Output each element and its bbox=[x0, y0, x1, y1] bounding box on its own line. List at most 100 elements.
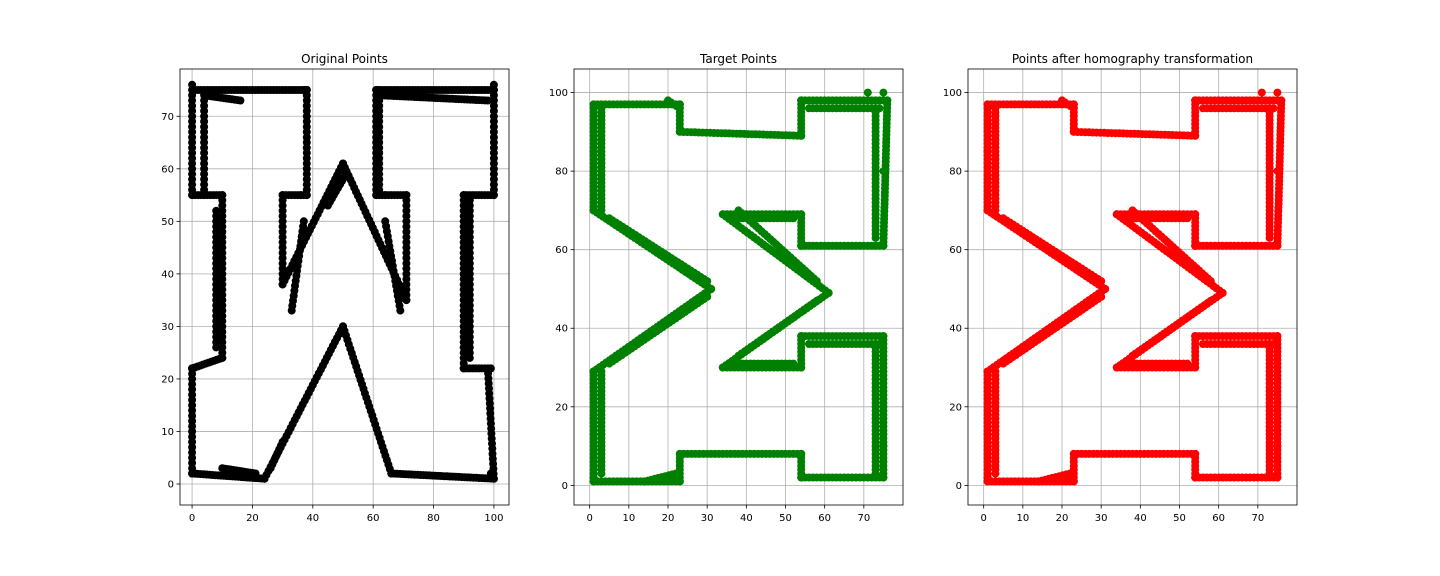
scatter-point bbox=[589, 147, 598, 156]
y-tick-label: 60 bbox=[949, 245, 962, 256]
scatter-point bbox=[863, 88, 872, 97]
scatter-point bbox=[1191, 96, 1200, 105]
scatter-point bbox=[879, 167, 888, 176]
scatter-point bbox=[875, 340, 884, 348]
scatter-point bbox=[589, 367, 598, 376]
scatter-point bbox=[212, 343, 221, 352]
y-tick-label: 10 bbox=[161, 427, 174, 438]
y-tick-label: 80 bbox=[555, 167, 568, 178]
x-tick-label: 20 bbox=[246, 513, 259, 524]
scatter-point bbox=[983, 147, 992, 156]
y-tick-label: 40 bbox=[161, 269, 174, 280]
scatter-point bbox=[1183, 359, 1192, 368]
scatter-point bbox=[789, 214, 798, 223]
x-tick-label: 0 bbox=[980, 513, 986, 524]
scatter-point bbox=[1069, 100, 1078, 109]
scatter-point bbox=[200, 191, 209, 200]
y-tick-label: 40 bbox=[949, 324, 962, 335]
y-tick-label: 70 bbox=[161, 112, 174, 123]
scatter-point bbox=[871, 233, 880, 242]
y-tick-label: 20 bbox=[949, 402, 962, 413]
original-scatter-points bbox=[188, 80, 498, 483]
scatter-point bbox=[188, 364, 197, 373]
y-tick-label: 0 bbox=[168, 479, 174, 490]
scatter-point bbox=[1206, 296, 1215, 305]
scatter-point bbox=[991, 206, 1000, 215]
y-tick-label: 50 bbox=[161, 217, 174, 228]
scatter-point bbox=[1269, 104, 1278, 113]
x-tick-label: 60 bbox=[1212, 513, 1225, 524]
y-tick-label: 20 bbox=[161, 374, 174, 385]
x-tick-label: 50 bbox=[779, 513, 792, 524]
scatter-point bbox=[381, 191, 390, 200]
panel-target-points: 0 10 20 30 40 50 60 70 0 20 40 60 80 100 Target Points bbox=[549, 52, 904, 524]
panel-transformed-points: 0 10 20 30 40 50 60 70 0 20 40 60 80 100 Points after … bbox=[943, 52, 1298, 524]
x-tick-label: 40 bbox=[740, 513, 753, 524]
target-axes-frame bbox=[573, 68, 904, 506]
scatter-point bbox=[342, 170, 350, 179]
y-tick-label: 100 bbox=[549, 88, 568, 99]
y-tick-label: 20 bbox=[555, 402, 568, 413]
scatter-point bbox=[879, 88, 888, 97]
y-tick-label: 0 bbox=[562, 481, 568, 492]
y-tick-label: 100 bbox=[943, 88, 962, 99]
x-tick-label: 50 bbox=[1173, 513, 1186, 524]
scatter-point bbox=[218, 464, 227, 473]
x-tick-label: 60 bbox=[818, 513, 831, 524]
x-tick-label: 40 bbox=[1134, 513, 1147, 524]
scatter-point bbox=[983, 367, 992, 376]
scatter-point bbox=[875, 104, 884, 113]
scatter-point bbox=[1058, 96, 1066, 105]
panel-original-points: 0 20 40 60 80 100 0 10 20 30 40 50 60 70 Original Poin… bbox=[161, 52, 510, 524]
y-tick-label: 80 bbox=[949, 167, 962, 178]
scatter-point bbox=[871, 469, 880, 478]
x-tick-label: 20 bbox=[1056, 513, 1069, 524]
scatter-point bbox=[339, 159, 347, 168]
scatter-point bbox=[789, 359, 798, 368]
scatter-point bbox=[812, 277, 821, 286]
scatter-point bbox=[465, 353, 474, 362]
x-tick-label: 30 bbox=[1095, 513, 1108, 524]
scatter-point bbox=[1257, 88, 1266, 97]
scatter-point bbox=[664, 96, 672, 105]
panel-title-transformed-points: Points after homography transformation bbox=[1012, 52, 1253, 66]
scatter-point bbox=[1273, 88, 1282, 97]
target-scatter-points bbox=[589, 88, 892, 486]
scatter-point bbox=[1183, 214, 1192, 223]
x-tick-label: 10 bbox=[622, 513, 635, 524]
x-tick-label: 30 bbox=[701, 513, 714, 524]
scatter-point bbox=[1097, 292, 1106, 301]
x-tick-label: 40 bbox=[306, 513, 319, 524]
y-tick-label: 60 bbox=[555, 245, 568, 256]
x-tick-label: 60 bbox=[367, 513, 380, 524]
x-tick-label: 100 bbox=[484, 513, 503, 524]
y-tick-label: 60 bbox=[161, 164, 174, 175]
scatter-point bbox=[375, 185, 384, 194]
scatter-point bbox=[339, 322, 347, 331]
scatter-point bbox=[797, 332, 806, 341]
scatter-point bbox=[1101, 285, 1110, 293]
scatter-point bbox=[1097, 277, 1106, 286]
scatter-point bbox=[381, 217, 390, 226]
scatter-point bbox=[1273, 442, 1282, 451]
transformed-axis-ticks: 0 10 20 30 40 50 60 70 0 20 40 60 80 100 bbox=[943, 88, 1264, 524]
y-tick-label: 30 bbox=[161, 322, 174, 333]
panel-title-target-points: Target Points bbox=[699, 52, 777, 66]
scatter-point bbox=[703, 292, 712, 301]
original-axis-ticks: 0 20 40 60 80 100 0 10 20 30 40 50 60 70 bbox=[161, 112, 503, 524]
x-tick-label: 10 bbox=[1016, 513, 1029, 524]
x-tick-label: 70 bbox=[1251, 513, 1264, 524]
scatter-point bbox=[597, 206, 606, 215]
transformed-scatter-points bbox=[983, 88, 1286, 486]
x-tick-label: 0 bbox=[189, 513, 195, 524]
scatter-point bbox=[991, 469, 1000, 478]
scatter-point bbox=[675, 100, 684, 109]
scatter-point bbox=[191, 469, 200, 478]
scatter-point bbox=[703, 277, 712, 286]
scatter-point bbox=[375, 86, 384, 94]
scatter-point bbox=[299, 86, 308, 94]
scatter-point bbox=[483, 96, 492, 105]
original-axes-frame bbox=[179, 68, 510, 506]
scatter-point bbox=[278, 438, 287, 446]
